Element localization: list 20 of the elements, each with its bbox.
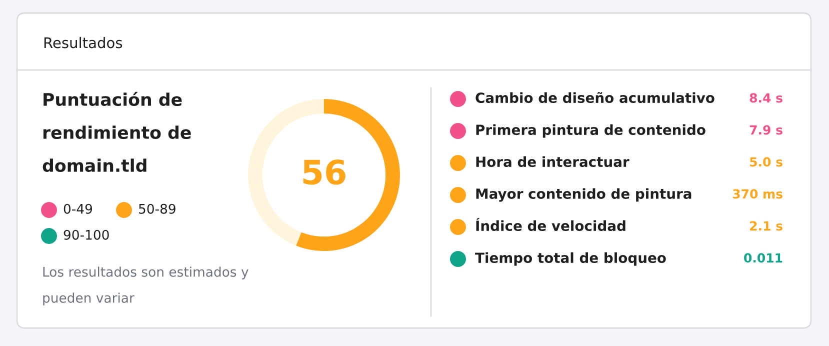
text: 0.011 (744, 253, 782, 263)
text: Primera pintura de contenido (476, 124, 706, 138)
text: Mayor contenido de pintura (476, 188, 692, 202)
text: 5.0 s (750, 157, 782, 167)
text: 8.4 s (750, 93, 782, 103)
text: Tiempo total de bloqueo (475, 252, 666, 266)
text: 50-89 (139, 204, 176, 214)
text: Los resultados son estimados y pueden variar (43, 266, 248, 306)
text: Índice de velocidad (476, 218, 626, 232)
text: 370 ms (732, 189, 782, 199)
donut-slice (296, 99, 400, 251)
text: 7.9 s (750, 125, 782, 135)
text: 90-100 (64, 230, 109, 240)
text: 0-49 (64, 204, 92, 214)
text: 56 (303, 159, 346, 185)
text: Cambio de diseño acumulativo (476, 92, 714, 104)
text: Puntuación de rendimiento de domain.tld (42, 92, 191, 172)
text: Hora de interactuar (476, 156, 630, 168)
text: 2.1 s (750, 221, 782, 231)
text: Resultados (44, 36, 122, 48)
